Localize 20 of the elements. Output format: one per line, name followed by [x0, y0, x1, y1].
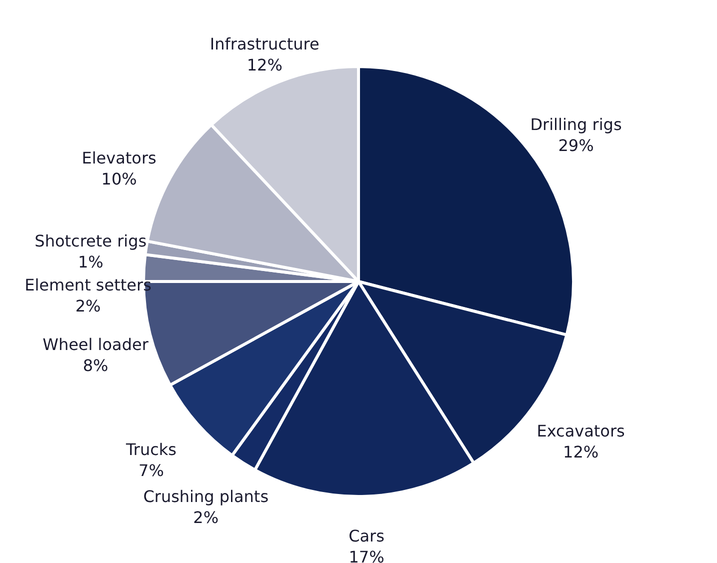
slice-label: Trucks — [124, 440, 176, 460]
slice-label: Drilling rigs — [530, 115, 622, 134]
slice-label: Crushing plants — [143, 486, 269, 506]
data-label: 2% — [75, 296, 101, 316]
data-label: 2% — [193, 508, 219, 527]
data-label: 17% — [348, 547, 384, 563]
slice-label: Elevators — [82, 148, 156, 168]
data-label: 29% — [558, 136, 594, 156]
slice-label: Wheel loader — [42, 334, 149, 354]
data-label: 10% — [101, 170, 137, 189]
slice-label: Cars — [348, 526, 384, 546]
data-label: 12% — [563, 442, 599, 462]
slice-label: Element setters — [24, 276, 152, 295]
data-label: 8% — [82, 356, 108, 375]
data-label: 1% — [78, 252, 104, 272]
slice-label: Excavators — [536, 421, 625, 440]
data-label: 12% — [246, 55, 282, 74]
slice-label: Shotcrete rigs — [34, 232, 147, 251]
slice-label: Infrastructure — [210, 34, 320, 54]
data-label: 7% — [138, 461, 164, 480]
